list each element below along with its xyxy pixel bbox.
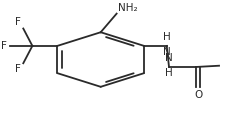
Text: N: N (162, 47, 170, 57)
Text: H: H (164, 68, 172, 78)
Text: O: O (193, 90, 202, 100)
Text: F: F (15, 17, 21, 27)
Text: F: F (15, 64, 21, 75)
Text: H: H (162, 32, 170, 42)
Text: N: N (164, 53, 172, 63)
Text: F: F (2, 41, 7, 51)
Text: NH₂: NH₂ (117, 3, 137, 13)
